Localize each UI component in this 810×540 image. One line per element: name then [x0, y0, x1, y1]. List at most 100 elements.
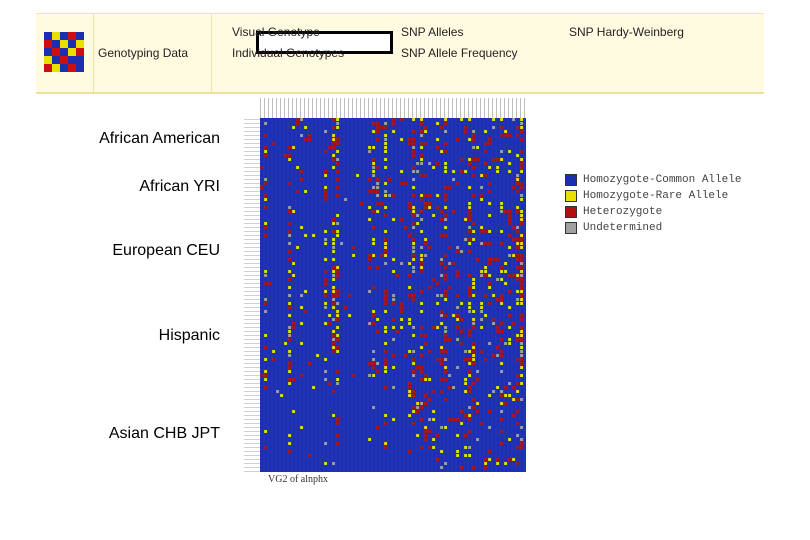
- genotype-cell: [332, 158, 335, 161]
- genotype-cell: [424, 238, 427, 241]
- legend-swatch: [565, 174, 577, 186]
- genotype-cell: [348, 294, 351, 297]
- genotype-cell: [324, 190, 327, 193]
- genotype-cell: [444, 462, 447, 465]
- genotype-cell: [444, 194, 447, 197]
- genotype-cell: [484, 358, 487, 361]
- genotype-cell: [368, 218, 371, 221]
- genotype-cell: [420, 142, 423, 145]
- genotype-cell: [468, 334, 471, 337]
- genotype-cell: [412, 266, 415, 269]
- genotype-cell: [336, 422, 339, 425]
- genotype-cell: [412, 334, 415, 337]
- legend-swatch: [565, 190, 577, 202]
- genotype-cell: [264, 446, 267, 449]
- genotype-cell: [520, 262, 523, 265]
- genotype-cell: [404, 182, 407, 185]
- genotype-cell: [408, 450, 411, 453]
- genotype-cell: [520, 350, 523, 353]
- logo-cell-square: [52, 64, 60, 72]
- snp-alleles-link[interactable]: SNP Alleles: [401, 25, 464, 39]
- genotype-cell: [444, 170, 447, 173]
- genotype-cell: [384, 230, 387, 233]
- genotype-cell: [300, 294, 303, 297]
- genotype-cell: [412, 146, 415, 149]
- genotype-cell: [516, 410, 519, 413]
- genotype-cell: [424, 426, 427, 429]
- genotype-cell: [264, 374, 267, 377]
- genotype-cell: [264, 194, 267, 197]
- genotype-cell: [332, 414, 335, 417]
- genotype-cell: [456, 270, 459, 273]
- genotype-cell: [336, 142, 339, 145]
- genotype-cell: [520, 442, 523, 445]
- genotype-cell: [368, 438, 371, 441]
- genotype-cell: [460, 422, 463, 425]
- genotype-cell: [500, 350, 503, 353]
- genotype-cell: [468, 206, 471, 209]
- genotype-cell: [500, 206, 503, 209]
- genotype-cell: [352, 374, 355, 377]
- genotype-cell: [508, 326, 511, 329]
- genotype-cell: [444, 226, 447, 229]
- legend-label: Heterozygote: [583, 206, 663, 218]
- genotype-cell: [424, 438, 427, 441]
- genotype-cell: [456, 314, 459, 317]
- genotype-cell: [436, 302, 439, 305]
- genotype-cell: [376, 190, 379, 193]
- genotype-cell: [404, 226, 407, 229]
- genotype-cell: [268, 282, 271, 285]
- genotype-cell: [508, 222, 511, 225]
- genotype-cell: [516, 258, 519, 261]
- genotype-cell: [432, 418, 435, 421]
- genotype-cell: [336, 194, 339, 197]
- genotype-cell: [424, 142, 427, 145]
- genotype-cell: [444, 206, 447, 209]
- genotype-cell: [508, 382, 511, 385]
- visual-genotype-link[interactable]: Visual Genotype: [232, 25, 320, 39]
- genotype-cell: [504, 270, 507, 273]
- genotype-cell: [508, 170, 511, 173]
- genotype-cell: [420, 194, 423, 197]
- genotype-cell: [368, 150, 371, 153]
- snp-column-headers: [260, 98, 526, 118]
- genotype-cell: [412, 206, 415, 209]
- genotype-cell: [424, 206, 427, 209]
- logo-cell-square: [60, 48, 68, 56]
- genotype-cell: [336, 378, 339, 381]
- genotype-cell: [484, 142, 487, 145]
- genotype-cell: [324, 174, 327, 177]
- individual-genotypes-link[interactable]: Individual Genotypes: [232, 46, 345, 60]
- genotype-cell: [276, 390, 279, 393]
- genotype-cell: [384, 214, 387, 217]
- genotype-cell: [332, 250, 335, 253]
- heatmap-caption: VG2 of alnphx: [268, 474, 328, 485]
- genotype-heatmap: [260, 118, 526, 472]
- genotype-cell: [468, 370, 471, 373]
- genotype-cell: [412, 138, 415, 141]
- genotype-cell: [384, 302, 387, 305]
- genotype-cell: [372, 146, 375, 149]
- genotype-cell: [460, 250, 463, 253]
- genotype-cell: [440, 294, 443, 297]
- genotype-cell: [392, 194, 395, 197]
- logo-cell-square: [68, 32, 76, 40]
- genotype-cell: [520, 374, 523, 377]
- genotype-cell: [336, 382, 339, 385]
- genotype-cell: [296, 118, 299, 121]
- genotype-cell: [500, 430, 503, 433]
- population-label-hispanic: Hispanic: [158, 327, 220, 344]
- snp-allele-frequency-link[interactable]: SNP Allele Frequency: [401, 46, 518, 60]
- genotype-cell: [456, 326, 459, 329]
- genotype-cell: [500, 390, 503, 393]
- snp-hardy-weinberg-link[interactable]: SNP Hardy-Weinberg: [569, 25, 684, 39]
- genotype-cell: [520, 362, 523, 365]
- genotype-cell: [424, 126, 427, 129]
- genotype-cell: [384, 442, 387, 445]
- genotype-cell: [468, 250, 471, 253]
- genotype-cell: [516, 338, 519, 341]
- genotype-cell: [408, 318, 411, 321]
- genotype-cell: [332, 290, 335, 293]
- genotype-cell: [264, 274, 267, 277]
- logo-cell-square: [52, 56, 60, 64]
